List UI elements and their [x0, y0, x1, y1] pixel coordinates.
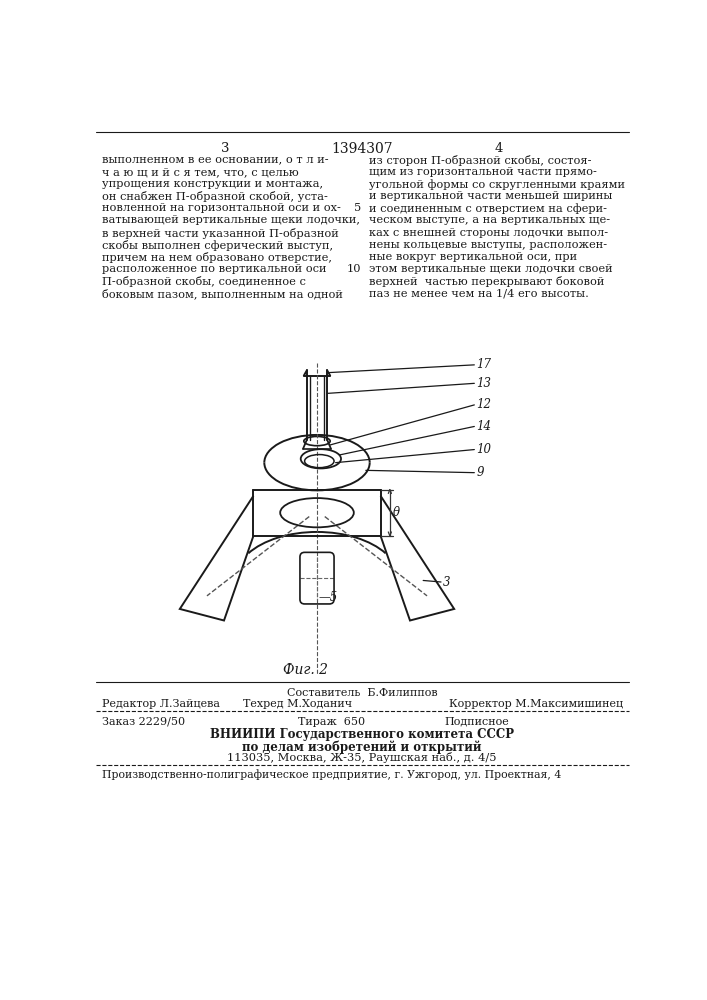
Text: щим из горизонтальной части прямо-: щим из горизонтальной части прямо-	[369, 167, 597, 177]
Text: упрощения конструкции и монтажа,: упрощения конструкции и монтажа,	[103, 179, 323, 189]
Text: ВНИИПИ Государственного комитета СССР: ВНИИПИ Государственного комитета СССР	[210, 728, 514, 741]
Text: Производственно-полиграфическое предприятие, г. Ужгород, ул. Проектная, 4: Производственно-полиграфическое предприя…	[103, 769, 561, 780]
Text: Фиг. 2: Фиг. 2	[283, 663, 328, 677]
Text: θ: θ	[393, 506, 400, 519]
Text: ческом выступе, а на вертикальных ще-: ческом выступе, а на вертикальных ще-	[369, 215, 610, 225]
Text: этом вертикальные щеки лодочки своей: этом вертикальные щеки лодочки своей	[369, 264, 612, 274]
Text: ные вокруг вертикальной оси, при: ные вокруг вертикальной оси, при	[369, 252, 577, 262]
Text: и вертикальной части меньшей ширины: и вертикальной части меньшей ширины	[369, 191, 612, 201]
Text: по делам изобретений и открытий: по делам изобретений и открытий	[243, 741, 481, 754]
Text: 1394307: 1394307	[331, 142, 393, 156]
Text: верхней  частью перекрывают боковой: верхней частью перекрывают боковой	[369, 276, 604, 287]
Text: скобы выполнен сферический выступ,: скобы выполнен сферический выступ,	[103, 240, 334, 251]
Text: 4: 4	[495, 142, 503, 155]
Text: ках с внешней стороны лодочки выпол-: ках с внешней стороны лодочки выпол-	[369, 228, 608, 238]
Text: ч а ю щ и й с я тем, что, с целью: ч а ю щ и й с я тем, что, с целью	[103, 167, 299, 177]
Text: Составитель  Б.Филиппов: Составитель Б.Филиппов	[286, 688, 437, 698]
Text: 9: 9	[477, 466, 484, 479]
Text: из сторон П-образной скобы, состоя-: из сторон П-образной скобы, состоя-	[369, 155, 592, 166]
Text: П-образной скобы, соединенное с: П-образной скобы, соединенное с	[103, 276, 306, 287]
Text: он снабжен П-образной скобой, уста-: он снабжен П-образной скобой, уста-	[103, 191, 328, 202]
Text: 10: 10	[346, 264, 361, 274]
Text: выполненном в ее основании, о т л и-: выполненном в ее основании, о т л и-	[103, 155, 329, 165]
Text: и соединенным с отверстием на сфери-: и соединенным с отверстием на сфери-	[369, 203, 607, 214]
Text: 17: 17	[477, 358, 491, 371]
Text: новленной на горизонтальной оси и ох-: новленной на горизонтальной оси и ох-	[103, 203, 341, 213]
Text: паз не менее чем на 1/4 его высоты.: паз не менее чем на 1/4 его высоты.	[369, 288, 589, 298]
Text: 5: 5	[354, 203, 361, 213]
Text: в верхней части указанной П-образной: в верхней части указанной П-образной	[103, 228, 339, 239]
Text: угольной формы со скругленными краями: угольной формы со скругленными краями	[369, 179, 625, 190]
Text: Техред М.Ходанич: Техред М.Ходанич	[243, 699, 353, 709]
Text: Корректор М.Максимишинец: Корректор М.Максимишинец	[449, 699, 623, 709]
Text: 113035, Москва, Ж-35, Раушская наб., д. 4/5: 113035, Москва, Ж-35, Раушская наб., д. …	[227, 752, 497, 763]
Text: 13: 13	[477, 377, 491, 390]
Text: 3: 3	[443, 576, 450, 588]
Text: 10: 10	[477, 443, 491, 456]
Text: причем на нем образовано отверстие,: причем на нем образовано отверстие,	[103, 252, 332, 263]
Text: Тираж  650: Тираж 650	[298, 717, 365, 727]
Text: 12: 12	[477, 398, 491, 411]
Text: нены кольцевые выступы, расположен-: нены кольцевые выступы, расположен-	[369, 240, 607, 250]
Text: расположенное по вертикальной оси: расположенное по вертикальной оси	[103, 264, 327, 274]
Text: —5: —5	[319, 591, 338, 604]
Text: ватывающей вертикальные щеки лодочки,: ватывающей вертикальные щеки лодочки,	[103, 215, 361, 225]
Text: Заказ 2229/50: Заказ 2229/50	[103, 717, 185, 727]
Text: Подписное: Подписное	[445, 717, 510, 727]
Text: Редактор Л.Зайцева: Редактор Л.Зайцева	[103, 699, 221, 709]
Text: боковым пазом, выполненным на одной: боковым пазом, выполненным на одной	[103, 288, 343, 299]
Text: 3: 3	[221, 142, 230, 155]
Text: 14: 14	[477, 420, 491, 433]
